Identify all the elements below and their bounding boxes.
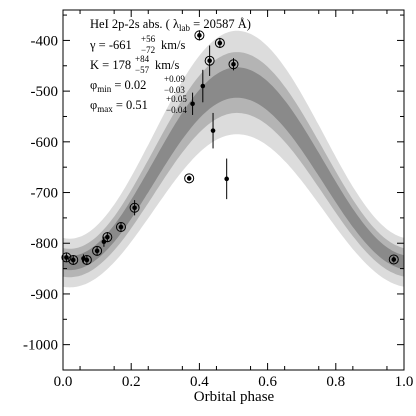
x-axis-label: Orbital phase — [194, 389, 275, 405]
data-points — [61, 30, 399, 265]
point-marker — [207, 58, 212, 64]
data-point — [61, 252, 72, 263]
annotation-line-3: K = 178 — [90, 58, 131, 72]
point-marker — [391, 257, 397, 262]
annotation-line-5-sub: −0.04 — [166, 105, 187, 115]
data-point — [204, 45, 215, 76]
data-point — [184, 173, 195, 184]
point-ring — [388, 254, 399, 265]
point-ring — [204, 55, 215, 66]
point-marker — [64, 255, 69, 260]
y-tick-label: -700 — [31, 186, 59, 202]
annotation-line-5: φmax = 0.51 — [90, 98, 148, 114]
annotation-line-4: φmin = 0.02 — [90, 78, 146, 94]
point-ring — [194, 30, 205, 41]
point-marker — [101, 239, 107, 245]
y-tick-label: -400 — [31, 33, 59, 49]
data-point — [190, 92, 195, 115]
x-tick-label: 1.0 — [395, 374, 414, 390]
data-point — [101, 236, 107, 247]
data-point — [194, 30, 205, 41]
y-tick-label: -1000 — [23, 338, 58, 354]
data-point — [68, 254, 79, 265]
point-ring — [61, 252, 72, 263]
annotation-line-2-sub: −72 — [141, 45, 155, 55]
data-point — [210, 112, 216, 149]
y-tick-label: -800 — [31, 236, 59, 252]
annotation-line-2-sup: +56 — [141, 34, 156, 44]
annotation-line-5-sup: +0.05 — [166, 94, 187, 104]
y-tick-label: -600 — [31, 135, 59, 151]
x-tick-label: 0.8 — [326, 374, 345, 390]
point-ring — [92, 245, 103, 256]
point-marker — [105, 234, 110, 240]
point-ring — [129, 202, 140, 213]
point-marker — [197, 33, 202, 38]
fit-annotation: HeI 2p-2s abs. ( λlab = 20587 Å) γ = -66… — [89, 17, 251, 115]
point-marker — [190, 101, 195, 107]
data-point — [92, 245, 103, 256]
y-tick-label: -500 — [31, 84, 59, 100]
data-point — [228, 58, 239, 71]
annotation-line-3-unit: km/s — [155, 58, 179, 72]
x-tick-label: 0.2 — [122, 374, 141, 390]
x-tick-label: 0.4 — [190, 374, 209, 390]
point-marker — [118, 224, 124, 230]
annotation-line-3-sup: +84 — [135, 54, 150, 64]
point-marker — [186, 176, 192, 181]
point-marker — [94, 248, 100, 254]
point-ring — [184, 173, 195, 184]
data-point — [115, 222, 126, 233]
point-ring — [115, 222, 126, 233]
annotation-line-1: HeI 2p-2s abs. ( λlab = 20587 Å) — [90, 17, 251, 33]
annotation-line-2-unit: km/s — [161, 38, 185, 52]
point-marker — [70, 257, 76, 263]
point-marker — [231, 61, 236, 67]
point-marker — [132, 205, 137, 211]
x-tick-label: 0.6 — [258, 374, 277, 390]
point-ring — [102, 232, 113, 243]
point-ring — [81, 254, 92, 265]
y-axis-ticks: -400 -500 -600 -700 -800 -900 -1000 — [23, 14, 404, 371]
data-point — [224, 158, 229, 200]
data-point — [102, 232, 113, 243]
annotation-line-2: γ = -661 — [89, 38, 132, 52]
point-marker — [210, 128, 216, 133]
data-point — [214, 37, 225, 49]
point-ring — [214, 37, 225, 48]
point-ring — [68, 254, 79, 265]
point-marker — [84, 257, 90, 263]
annotation-line-4-sup: +0.09 — [164, 74, 185, 84]
point-marker — [217, 40, 223, 46]
x-axis-ticks: 0.0 0.2 0.4 0.6 0.8 1.0 — [54, 10, 414, 390]
data-point — [388, 254, 399, 265]
annotation-line-3-sub: −57 — [135, 65, 150, 75]
point-marker — [224, 176, 229, 182]
data-point — [129, 200, 140, 216]
point-ring — [228, 59, 239, 70]
point-marker — [200, 83, 206, 89]
data-point — [200, 69, 206, 103]
annotation-line-4-sub: −0.03 — [164, 85, 185, 95]
y-tick-label: -900 — [31, 287, 59, 303]
plot-frame — [62, 9, 405, 371]
data-point — [81, 254, 92, 265]
x-tick-label: 0.0 — [54, 374, 73, 390]
